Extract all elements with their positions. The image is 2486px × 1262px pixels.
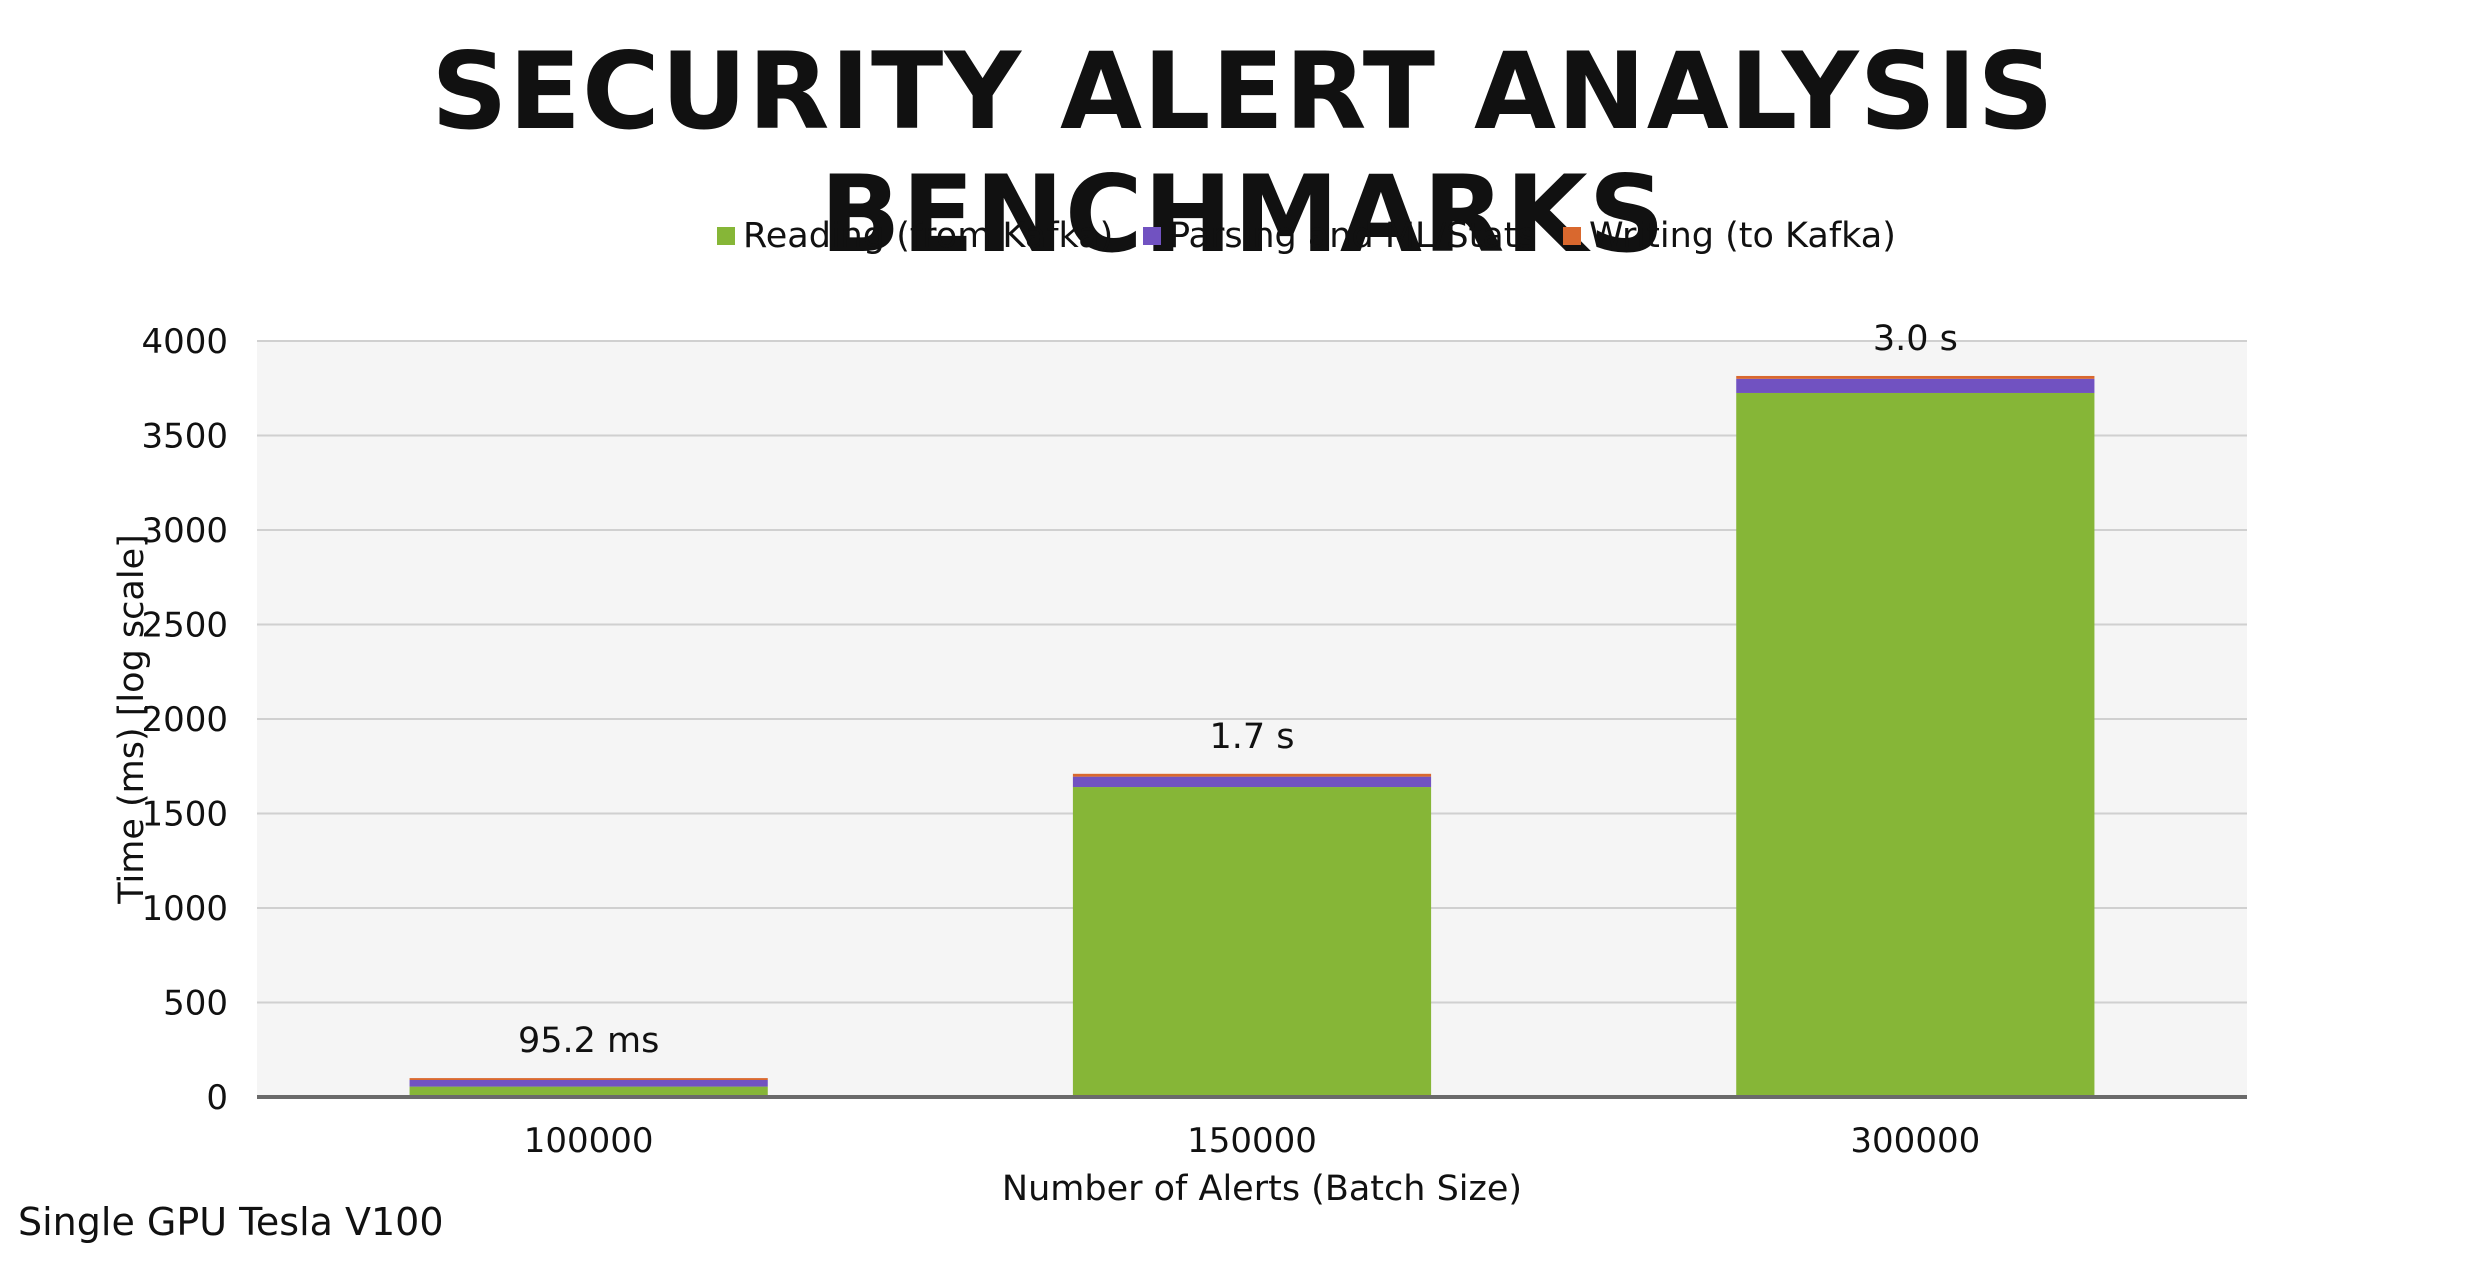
y-axis-tick-labels: 0 500 1000 1500 2000 2500 3000 3500 4000 xyxy=(141,322,228,1118)
legend-swatch xyxy=(1143,227,1161,245)
y-tick-label: 0 xyxy=(206,1078,228,1118)
footnote: Single GPU Tesla V100 xyxy=(18,1200,444,1244)
legend: Reading (from Kafka) Parsing and ML/Stats… xyxy=(717,216,1896,256)
y-tick-label: 2500 xyxy=(141,606,228,646)
data-labels: 95.2 ms 1.7 s 3.0 s xyxy=(518,319,1958,1061)
bar-segment xyxy=(1072,776,1432,788)
y-tick-label: 3500 xyxy=(141,417,228,457)
y-tick-label: 1000 xyxy=(141,889,228,929)
x-axis-tick-labels: 100000 150000 300000 xyxy=(524,1121,1980,1161)
bar-segment xyxy=(409,1079,768,1087)
bar-segment xyxy=(409,1078,768,1080)
y-tick-label: 3000 xyxy=(141,511,228,551)
chart-title: SECURITY ALERT ANALYSIS BENCHMARKS xyxy=(431,30,2055,276)
legend-swatch xyxy=(717,227,735,245)
x-tick-label: 150000 xyxy=(1187,1121,1317,1161)
bar-segment xyxy=(1736,378,2095,393)
bar-segment xyxy=(1072,787,1432,1097)
data-label: 3.0 s xyxy=(1873,319,1958,359)
x-tick-label: 100000 xyxy=(524,1121,654,1161)
bar-segment xyxy=(1736,392,2095,1098)
bar-segment xyxy=(1736,375,2095,379)
y-tick-label: 500 xyxy=(163,984,228,1024)
x-axis-label: Number of Alerts (Batch Size) xyxy=(1002,1169,1522,1209)
y-tick-label: 4000 xyxy=(141,322,228,362)
y-tick-label: 2000 xyxy=(141,700,228,740)
y-axis-label: Time (ms) [log scale] xyxy=(112,534,152,905)
legend-label: Parsing and ML/Stats xyxy=(1169,216,1536,256)
bars xyxy=(409,375,2095,1098)
x-tick-label: 300000 xyxy=(1850,1121,1980,1161)
data-label: 1.7 s xyxy=(1209,717,1294,757)
bar-segment xyxy=(1072,773,1432,777)
legend-label: Reading (from Kafka) xyxy=(743,216,1113,256)
legend-swatch xyxy=(1563,227,1581,245)
y-tick-label: 1500 xyxy=(141,795,228,835)
data-label: 95.2 ms xyxy=(518,1021,659,1061)
bar-segment xyxy=(409,1086,768,1097)
legend-label: Writing (to Kafka) xyxy=(1589,216,1896,256)
